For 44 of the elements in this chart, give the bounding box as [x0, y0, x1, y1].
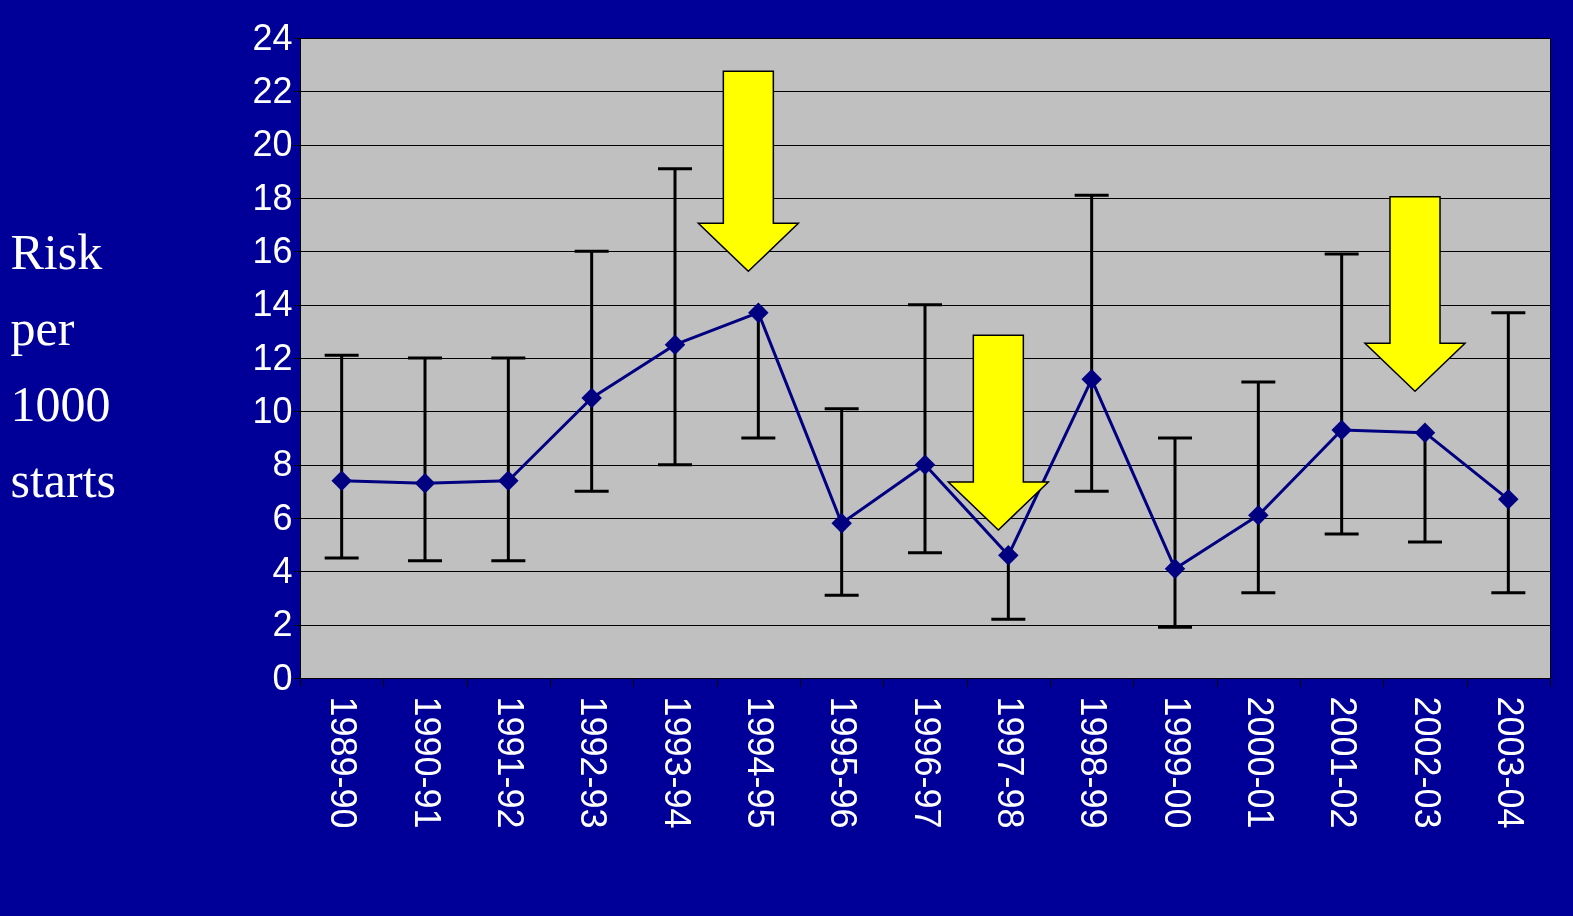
x-tick-label: 1991-92: [489, 696, 531, 829]
x-tick-label: 1990-91: [406, 696, 448, 829]
x-tick-label: 1997-98: [989, 696, 1031, 829]
y-tick-label: 4: [272, 549, 293, 591]
point: [748, 302, 769, 323]
x-tick-label: 1996-97: [906, 696, 948, 829]
y-tick-label: 2: [272, 603, 293, 645]
x-tick-label: 1998-99: [1073, 696, 1115, 829]
point: [1081, 369, 1102, 390]
point: [581, 387, 602, 409]
y-tick-label: 22: [252, 69, 293, 111]
x-tick-label: 1989-90: [323, 696, 365, 829]
point: [664, 334, 686, 355]
x-tick-label: 1993-94: [656, 696, 698, 829]
y-tick-label: 12: [252, 336, 293, 378]
point: [1498, 489, 1519, 510]
point: [914, 454, 936, 475]
point: [1331, 419, 1352, 441]
y-tick-label: 0: [272, 656, 293, 698]
point: [331, 470, 352, 491]
x-tick-label: 2000-01: [1239, 696, 1281, 829]
x-tick-label: 1992-93: [573, 696, 615, 829]
y-tick-label: 16: [252, 229, 293, 271]
point: [414, 473, 436, 494]
y-tick-label: 8: [272, 443, 293, 485]
point: [498, 470, 519, 491]
x-tick-label: 1994-95: [739, 696, 781, 829]
y-tick-label: 24: [252, 16, 293, 58]
x-tick-label: 1995-96: [823, 696, 865, 829]
x-tick-label: 1999-00: [1156, 696, 1198, 829]
y-tick-label: 10: [252, 389, 293, 431]
y-tick-label: 6: [272, 496, 293, 538]
x-tick-label: 2002-03: [1406, 696, 1448, 829]
x-tick-label: 2001-02: [1323, 696, 1365, 829]
y-axis-title: Risk per 1000 starts: [10, 223, 117, 508]
point: [831, 513, 852, 534]
y-tick-label: 20: [252, 123, 293, 165]
y-tick-label: 14: [252, 283, 293, 325]
y-tick-label: 18: [252, 176, 293, 218]
point: [1164, 558, 1186, 579]
point: [1248, 505, 1269, 526]
x-tick-label: 2003-04: [1489, 696, 1531, 829]
point: [998, 545, 1019, 566]
point: [1414, 422, 1436, 443]
